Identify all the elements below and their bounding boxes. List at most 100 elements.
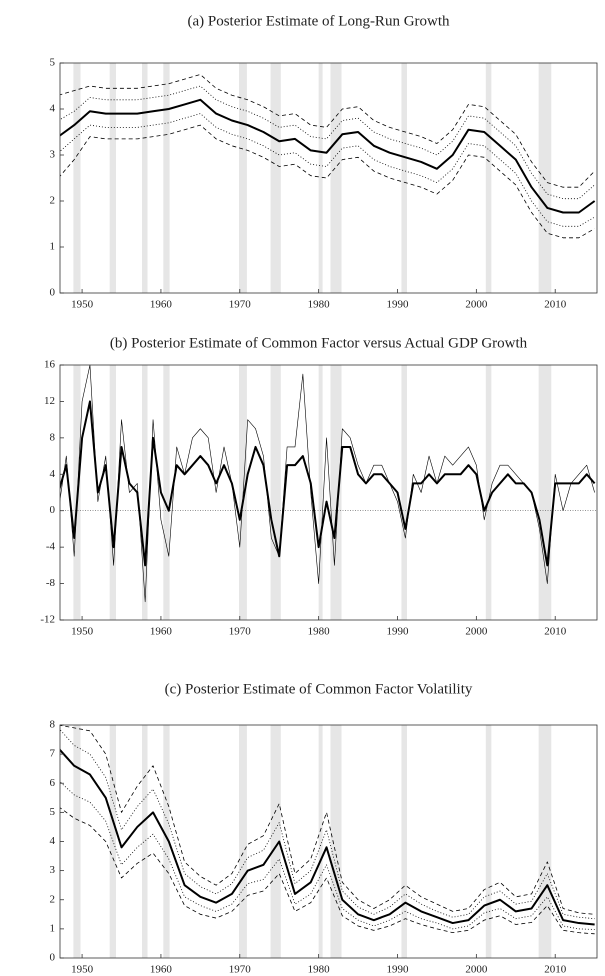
series-line	[60, 725, 595, 915]
plot-frame	[59, 62, 598, 294]
x-tick-label: 1980	[308, 626, 331, 638]
y-tick-label: 8	[50, 719, 56, 731]
panel: (a) Posterior Estimate of Long-Run Growt…	[50, 13, 598, 311]
x-tick-label: 2010	[544, 299, 567, 311]
x-tick-label: 1970	[229, 299, 252, 311]
series-line	[60, 74, 595, 188]
x-tick-label: 1990	[386, 626, 409, 638]
shaded-period	[538, 63, 552, 293]
y-tick-label: 7	[50, 748, 56, 760]
series-line	[60, 748, 595, 926]
panel: (b) Posterior Estimate of Common Factor …	[40, 335, 598, 638]
series-line	[60, 85, 595, 200]
shaded-period	[485, 63, 492, 293]
y-tick-label: 3	[50, 864, 56, 876]
y-tick-label: 0	[50, 504, 56, 516]
x-tick-label: 1980	[308, 299, 331, 311]
series-line	[60, 400, 596, 567]
y-tick-label: -8	[46, 577, 56, 589]
chart-title: (c) Posterior Estimate of Common Factor …	[165, 681, 473, 697]
shaded-period	[330, 63, 342, 293]
y-tick-label: 4	[50, 468, 56, 480]
x-tick-label: 1950	[71, 964, 94, 976]
shaded-period	[401, 725, 407, 958]
shaded-period	[163, 725, 170, 958]
y-tick-label: 0	[50, 952, 56, 964]
shaded-period	[401, 365, 407, 620]
shaded-period	[142, 365, 148, 620]
shaded-period	[163, 365, 170, 620]
x-tick-label: 1970	[229, 964, 252, 976]
shaded-period	[485, 365, 492, 620]
shaded-period	[538, 725, 552, 958]
plot-frame	[59, 364, 598, 621]
series-line	[60, 365, 595, 603]
shaded-period	[239, 725, 247, 958]
series-line	[60, 729, 595, 920]
x-tick-label: 1970	[229, 626, 252, 638]
x-tick-label: 2000	[465, 626, 488, 638]
shaded-period	[73, 63, 81, 293]
shaded-period	[109, 725, 116, 958]
shaded-period	[73, 725, 81, 958]
chart-title: (a) Posterior Estimate of Long-Run Growt…	[187, 13, 450, 29]
x-tick-label: 2010	[544, 964, 567, 976]
shaded-period	[318, 725, 323, 958]
series-line	[60, 113, 595, 227]
y-tick-label: 2	[50, 195, 56, 207]
y-tick-label: -12	[40, 614, 55, 626]
x-tick-label: 1990	[386, 299, 409, 311]
shaded-period	[109, 365, 116, 620]
shaded-period	[318, 365, 323, 620]
y-tick-label: 8	[50, 431, 56, 443]
y-tick-label: 4	[50, 835, 56, 847]
y-tick-label: 6	[50, 777, 56, 789]
shaded-period	[270, 63, 281, 293]
shaded-period	[330, 365, 342, 620]
x-tick-label: 1990	[386, 964, 409, 976]
x-tick-label: 1960	[150, 299, 173, 311]
chart-title: (b) Posterior Estimate of Common Factor …	[110, 335, 528, 351]
shaded-period	[142, 63, 148, 293]
x-tick-label: 1980	[308, 964, 331, 976]
shaded-period	[142, 725, 148, 958]
y-tick-label: 5	[50, 57, 56, 69]
y-tick-label: 16	[44, 359, 56, 371]
shaded-period	[485, 725, 492, 958]
y-tick-label: -4	[46, 541, 56, 553]
series-line	[60, 781, 595, 930]
shaded-period	[538, 365, 552, 620]
y-tick-label: 3	[50, 149, 56, 161]
series-line	[60, 124, 595, 239]
series-line	[60, 807, 595, 935]
plot-frame	[59, 724, 598, 959]
shaded-period	[318, 63, 323, 293]
y-tick-label: 2	[50, 893, 56, 905]
panel: (c) Posterior Estimate of Common Factor …	[50, 681, 598, 976]
series-line	[60, 98, 596, 214]
x-tick-label: 1950	[71, 626, 94, 638]
shaded-period	[270, 725, 281, 958]
plot-area	[60, 365, 597, 620]
x-tick-label: 2000	[465, 299, 488, 311]
shaded-period	[401, 63, 407, 293]
y-tick-label: 1	[50, 241, 56, 253]
y-tick-label: 5	[50, 806, 56, 818]
x-tick-label: 1950	[71, 299, 94, 311]
x-tick-label: 2010	[544, 626, 567, 638]
y-tick-label: 0	[50, 287, 56, 299]
plot-area	[60, 63, 596, 293]
x-tick-label: 1960	[150, 964, 173, 976]
y-tick-label: 1	[50, 922, 56, 934]
shaded-period	[239, 63, 247, 293]
shaded-period	[330, 725, 342, 958]
x-tick-label: 1960	[150, 626, 173, 638]
shaded-period	[163, 63, 170, 293]
y-tick-label: 4	[50, 103, 56, 115]
x-tick-label: 2000	[465, 964, 488, 976]
shaded-period	[109, 63, 116, 293]
shaded-period	[270, 365, 281, 620]
y-tick-label: 12	[44, 395, 55, 407]
